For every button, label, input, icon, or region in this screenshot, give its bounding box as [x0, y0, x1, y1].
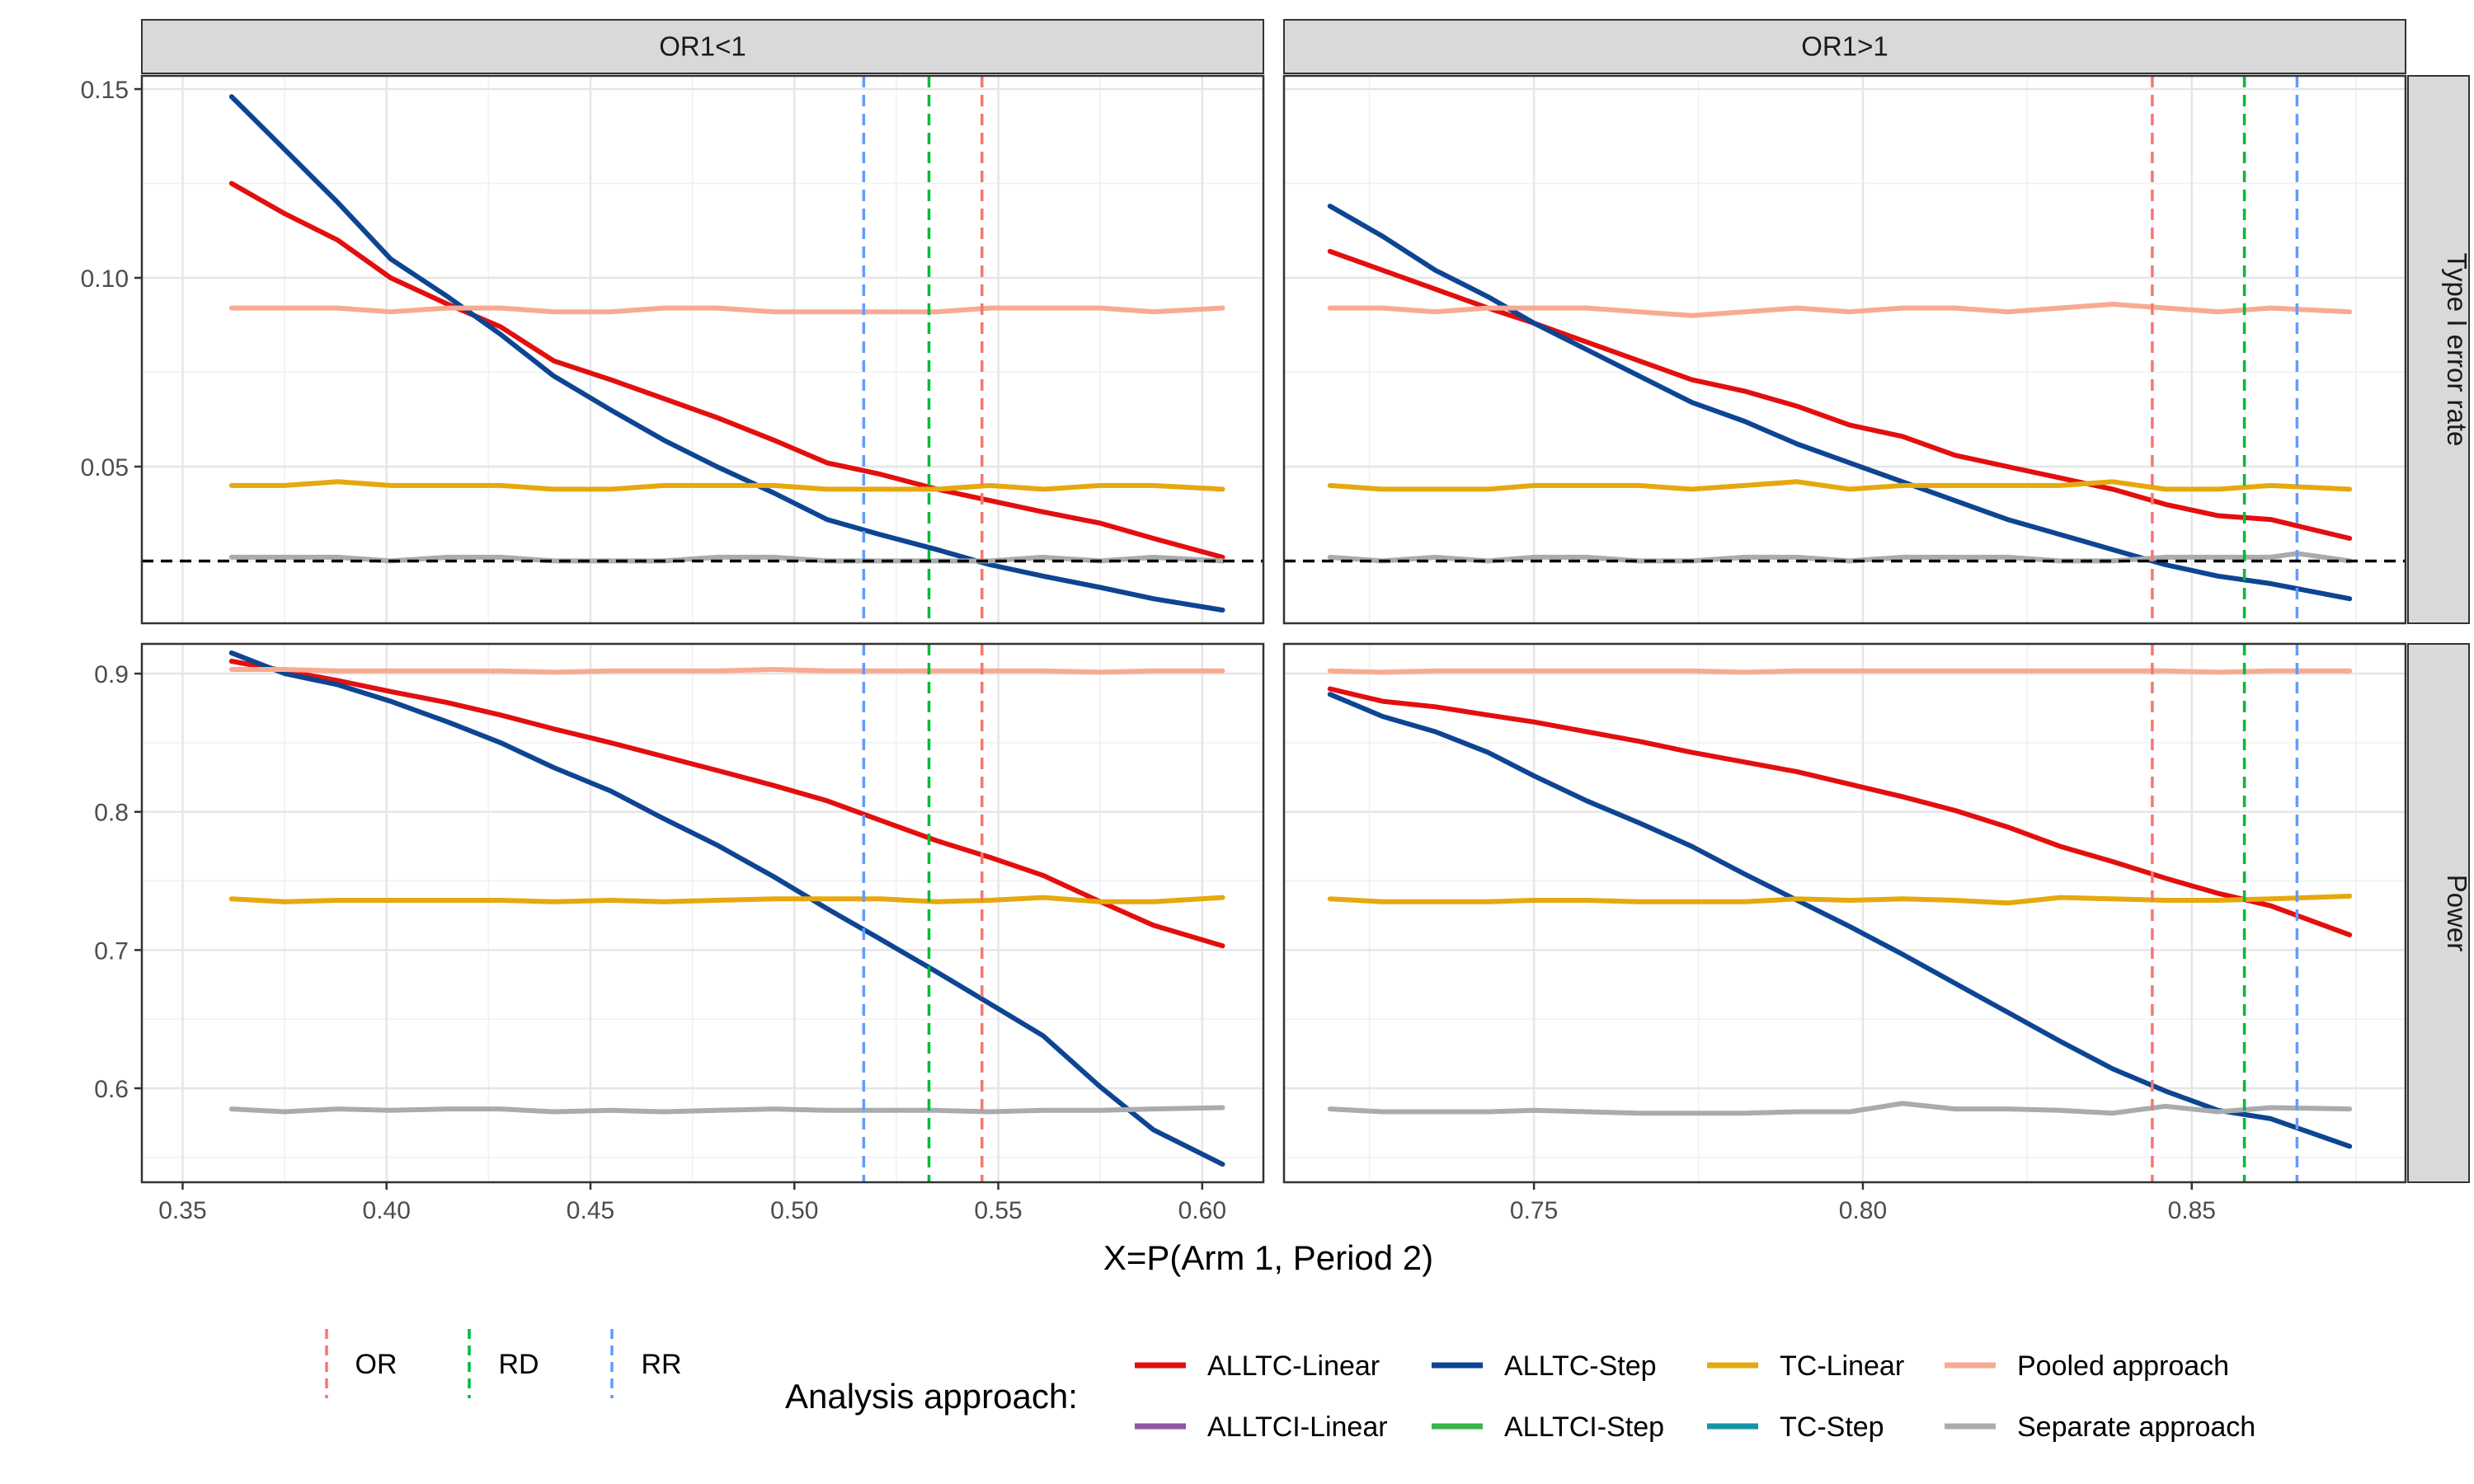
series-line-tc-linear — [1327, 894, 2353, 906]
legend-title: Analysis approach: — [785, 1377, 1078, 1416]
legend-label-separate-approach: Separate approach — [2017, 1411, 2255, 1443]
x-tick-label: 0.45 — [567, 1197, 614, 1224]
legend-label-alltci-linear: ALLTCI-Linear — [1207, 1411, 1388, 1443]
legend-item-alltci-step: ALLTCI-Step — [1432, 1411, 1664, 1443]
facet-strip-right — [1283, 19, 2406, 74]
legend-label-alltc-step: ALLTC-Step — [1504, 1350, 1657, 1382]
panel-border — [140, 74, 1265, 625]
legend-label-tc-step: TC-Step — [1780, 1411, 1884, 1443]
panel-background — [1284, 76, 2406, 623]
series-line-alltc-linear — [1327, 686, 2353, 937]
panel-type1-left: 0.05 0.10 0.15 — [81, 74, 1265, 625]
panel-background — [1284, 644, 2406, 1182]
series-line-pooled-approach — [228, 667, 1225, 675]
series-line-tc-linear — [1327, 479, 2353, 492]
x-tick-label: 0.80 — [1839, 1197, 1887, 1224]
y-tick-label: 0.8 — [94, 800, 129, 827]
gridlines — [142, 76, 1263, 623]
y-tick-label: 0.7 — [94, 937, 129, 965]
legend-label-alltc-linear: ALLTC-Linear — [1207, 1350, 1380, 1382]
facet-label-right: OR1>1 — [1801, 31, 1888, 62]
series-line-pooled-approach — [1327, 668, 2353, 675]
facet-strip-type1 — [2407, 75, 2470, 624]
series-line-alltc-step — [1327, 692, 2353, 1149]
legend-label-rd: RD — [498, 1349, 539, 1380]
legend-item-alltci-linear: ALLTCI-Linear — [1135, 1411, 1388, 1443]
legend-item-separate-approach: Separate approach — [1945, 1411, 2255, 1443]
legend-item-rd: RD — [468, 1329, 539, 1398]
series-lines — [1327, 668, 2353, 1149]
legend-label-tc-linear: TC-Linear — [1780, 1350, 1904, 1382]
series-line-tc-linear — [228, 479, 1225, 492]
panel-background — [142, 76, 1263, 623]
legend-item-rr: RR — [610, 1329, 682, 1398]
facet-label-left: OR1<1 — [659, 31, 745, 62]
series-line-separate-approach — [1327, 1101, 2353, 1116]
x-axis-title: X=P(Arm 1, Period 2) — [1103, 1238, 1433, 1277]
series-line-alltc-linear — [228, 181, 1225, 560]
series-line-alltc-linear — [1327, 248, 2353, 541]
legend-item-tc-linear: TC-Linear — [1707, 1350, 1904, 1382]
panel-border — [140, 642, 1265, 1184]
y-tick-label: 0.05 — [81, 454, 129, 481]
x-tick-label: 0.55 — [974, 1197, 1022, 1224]
panel-power-right: 0.75 0.80 0.85 — [1282, 642, 2407, 1224]
legend-label-alltci-step: ALLTCI-Step — [1504, 1411, 1664, 1443]
y-tick-label: 0.15 — [81, 77, 129, 104]
facet-label-power: Power — [2442, 875, 2472, 952]
facet-label-type1: Type I error rate — [2442, 253, 2472, 447]
legend-item-tc-step: TC-Step — [1707, 1411, 1884, 1443]
series-line-alltc-step — [228, 94, 1225, 613]
series-line-alltc-step — [228, 650, 1225, 1167]
gridlines — [142, 644, 1263, 1182]
series-line-tc-linear — [228, 895, 1225, 904]
panel-power-left: 0.6 0.7 0.8 0.9 0.35 0.40 0.45 0.50 0.55 0.60 — [94, 642, 1265, 1224]
panel-background — [142, 644, 1263, 1182]
legend-item-alltc-step: ALLTC-Step — [1432, 1350, 1657, 1382]
panel-type1-right — [1282, 74, 2407, 625]
legend-label-pooled-approach: Pooled approach — [2017, 1350, 2229, 1382]
legend-item-or: OR — [325, 1329, 397, 1398]
x-tick-label: 0.75 — [1510, 1197, 1558, 1224]
x-tick-label: 0.35 — [158, 1197, 206, 1224]
series-lines — [228, 650, 1225, 1167]
series-line-pooled-approach — [228, 305, 1225, 315]
legend-label-rr: RR — [641, 1349, 681, 1380]
y-tick-label: 0.6 — [94, 1076, 129, 1103]
x-tick-label: 0.60 — [1178, 1197, 1226, 1224]
panel-border — [1282, 74, 2407, 625]
series-lines — [228, 94, 1225, 613]
x-tick-label: 0.85 — [2168, 1197, 2216, 1224]
panel-border — [1282, 642, 2407, 1184]
series-line-separate-approach — [228, 1105, 1225, 1115]
legend-label-or: OR — [355, 1349, 397, 1380]
x-tick-label: 0.40 — [363, 1197, 411, 1224]
legend-item-pooled-approach: Pooled approach — [1945, 1350, 2229, 1382]
series-line-pooled-approach — [1327, 302, 2353, 318]
facet-strip-power — [2407, 643, 2470, 1183]
y-tick-label: 0.9 — [94, 661, 129, 688]
series-line-alltc-linear — [228, 659, 1225, 949]
legend-item-alltc-linear: ALLTC-Linear — [1135, 1350, 1380, 1382]
y-tick-label: 0.10 — [81, 265, 129, 293]
facet-strip-left — [141, 19, 1264, 74]
x-tick-label: 0.50 — [770, 1197, 818, 1224]
